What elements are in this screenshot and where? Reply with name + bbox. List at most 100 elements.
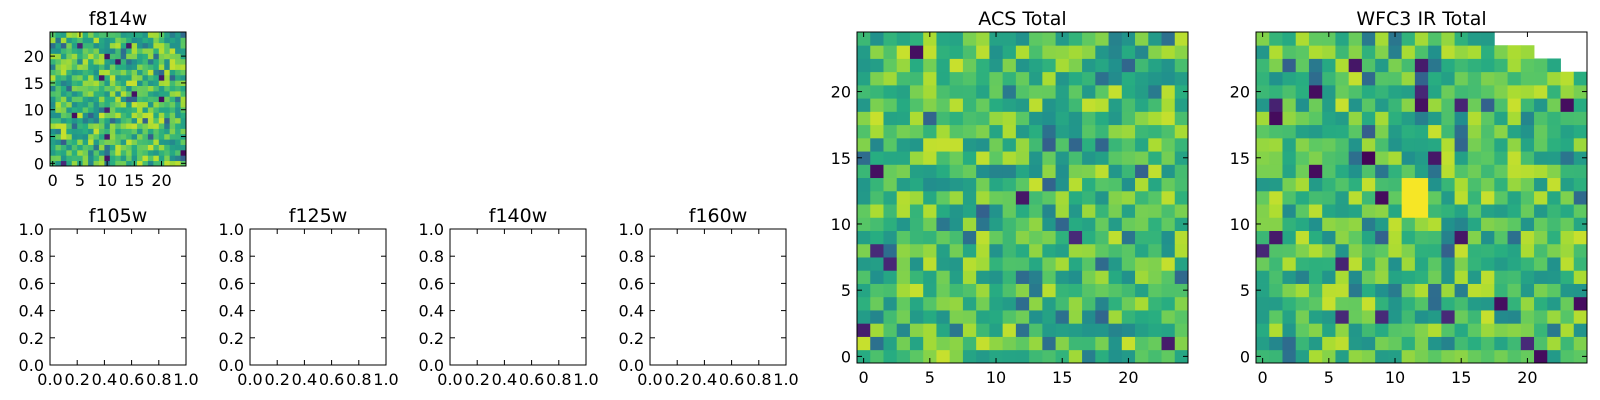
x-tick-label: 10	[97, 171, 117, 190]
heatmap-cell	[1361, 137, 1376, 152]
heatmap-cell	[1095, 296, 1109, 311]
heatmap-cell	[1055, 283, 1070, 298]
heatmap-cell	[60, 80, 67, 86]
heatmap-cell	[1520, 310, 1535, 324]
heatmap-cell	[1494, 71, 1508, 86]
panel-f140w: 0.0 0.2 0.4 0.6 0.8 1.00.00.20.40.60.81.0f140…	[419, 205, 599, 389]
heatmap-cell	[1015, 151, 1030, 165]
heatmap-cell	[1348, 283, 1363, 298]
panel-title: ACS Total	[978, 8, 1066, 30]
y-tick-label: 0.2	[19, 329, 44, 348]
heatmap-cell	[109, 128, 116, 135]
heatmap-cell	[1494, 84, 1508, 99]
heatmap-cell	[883, 296, 898, 311]
heatmap-cell	[120, 58, 127, 65]
heatmap-cell	[142, 37, 149, 44]
heatmap-cell	[71, 160, 78, 167]
heatmap-cell	[1401, 296, 1416, 311]
heatmap-cell	[82, 80, 89, 86]
heatmap-cell	[66, 149, 73, 156]
heatmap-cell	[870, 336, 884, 351]
heatmap-cell	[142, 144, 149, 151]
heatmap-cell	[1547, 217, 1561, 231]
heatmap-cell	[857, 164, 871, 179]
heatmap-cell	[1029, 230, 1043, 245]
heatmap-cell	[962, 310, 977, 324]
heatmap-cell	[115, 37, 122, 44]
heatmap-cell	[109, 85, 116, 92]
heatmap-cell	[989, 270, 1004, 284]
heatmap-cell	[82, 69, 89, 76]
heatmap-cell	[1388, 84, 1403, 99]
heatmap-cell	[909, 323, 924, 337]
heatmap-cell	[1042, 58, 1056, 73]
heatmap-cell	[1335, 310, 1350, 324]
heatmap-cell	[1375, 296, 1389, 311]
x-tick-label: 0.2	[264, 370, 289, 389]
heatmap-cell	[870, 323, 884, 337]
heatmap-cell	[1256, 296, 1270, 311]
heatmap-cell	[1507, 45, 1522, 59]
heatmap-cell	[1560, 270, 1575, 284]
heatmap-cell	[883, 217, 898, 231]
heatmap-cell	[1108, 98, 1123, 112]
heatmap-cell	[909, 111, 924, 126]
heatmap-cell	[962, 230, 977, 245]
heatmap-cell	[1269, 164, 1283, 179]
heatmap-cell	[164, 101, 171, 108]
heatmap-cell	[1388, 137, 1403, 152]
heatmap-cell	[976, 336, 990, 351]
heatmap-cells	[50, 32, 187, 167]
panel-title: f140w	[489, 205, 548, 227]
heatmap-cell	[55, 155, 62, 162]
heatmap-cell	[1121, 230, 1136, 245]
heatmap-cell	[1401, 323, 1416, 337]
heatmap-cell	[1547, 71, 1561, 86]
heatmap-cell	[1161, 217, 1176, 231]
heatmap-cell	[1322, 257, 1336, 271]
heatmap-cell	[126, 74, 132, 81]
heatmap-cell	[1454, 336, 1469, 351]
y-tick-label: 0.0	[19, 356, 44, 375]
heatmap-cell	[1534, 270, 1548, 284]
heatmap-cell	[55, 32, 62, 38]
heatmap-cell	[1441, 71, 1455, 86]
heatmap-cell	[137, 74, 143, 81]
heatmap-cell	[158, 117, 165, 124]
heatmap-cell	[989, 177, 1004, 192]
y-tick-label: 0.8	[419, 247, 444, 266]
heatmap-cell	[126, 80, 132, 86]
heatmap-cell	[50, 58, 56, 65]
heatmap-cell	[923, 204, 937, 218]
heatmap-cell	[1135, 349, 1149, 364]
heatmap-cell	[1361, 204, 1376, 218]
heatmap-cell	[153, 42, 160, 49]
heatmap-cell	[1361, 84, 1376, 99]
plot-area	[650, 229, 786, 365]
heatmap-cell	[1441, 177, 1455, 192]
heatmap-cell	[1481, 310, 1495, 324]
heatmap-cell	[1573, 336, 1588, 351]
heatmap-cell	[883, 349, 898, 364]
heatmap-cell	[1082, 164, 1096, 179]
heatmap-cell	[1507, 230, 1522, 245]
heatmap-cell	[71, 90, 78, 97]
heatmap-cell	[50, 74, 56, 81]
heatmap-cell	[126, 64, 132, 70]
x-tick-label: 0.2	[664, 370, 689, 389]
heatmap-cell	[1361, 177, 1376, 192]
heatmap-cell	[923, 217, 937, 231]
heatmap-cell	[1454, 217, 1469, 231]
heatmap-cell	[1414, 45, 1429, 59]
heatmap-cell	[1507, 257, 1522, 271]
heatmap-cell	[1335, 71, 1350, 86]
heatmap-cell	[147, 80, 154, 86]
heatmap-cell	[1348, 84, 1363, 99]
heatmap-cell	[60, 90, 67, 97]
heatmap-cell	[88, 149, 94, 156]
heatmap-cell	[164, 133, 171, 140]
heatmap-cell	[1161, 164, 1176, 179]
heatmap-cell	[1375, 336, 1389, 351]
heatmap-cell	[153, 155, 160, 162]
heatmap-cell	[896, 243, 911, 258]
